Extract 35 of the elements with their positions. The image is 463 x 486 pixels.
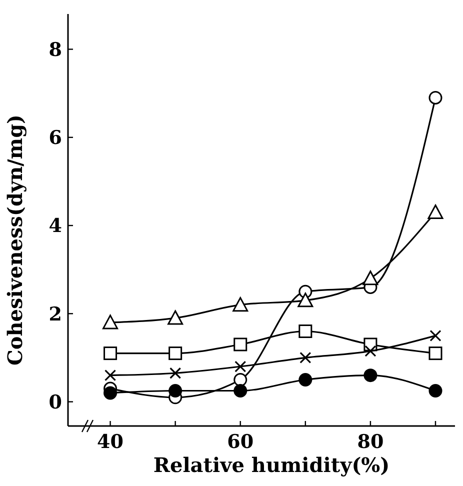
point: [428, 346, 442, 360]
point: [102, 314, 118, 330]
point: [234, 384, 248, 398]
x-axis-title: Relative humidity(%): [153, 453, 390, 477]
point: [364, 345, 376, 357]
point: [232, 297, 248, 312]
y-tick-label: 0: [48, 391, 62, 414]
point: [234, 360, 246, 372]
point: [104, 386, 118, 400]
point: [300, 352, 312, 364]
point: [234, 338, 248, 352]
y-tick-label: 6: [48, 127, 62, 150]
point: [168, 384, 182, 398]
point: [104, 370, 116, 382]
y-tick-label: 4: [48, 215, 62, 238]
y-tick-label: 8: [48, 38, 62, 61]
point: [298, 324, 312, 338]
point: [168, 346, 182, 360]
point: [234, 372, 248, 386]
x-tick-label: 60: [227, 431, 254, 453]
x-tick-label: 80: [357, 431, 384, 453]
y-tick-label: 2: [48, 303, 62, 326]
y-axis-title: Cohesiveness(dyn/mg): [3, 114, 27, 366]
x-tick-label: 40: [97, 431, 124, 453]
point: [298, 292, 314, 308]
point: [298, 372, 312, 386]
point: [428, 90, 442, 104]
point: [364, 368, 378, 382]
point: [430, 330, 442, 342]
point: [428, 204, 444, 220]
point: [362, 270, 378, 286]
point: [428, 384, 442, 398]
point: [168, 310, 184, 325]
point: [104, 346, 118, 360]
point: [170, 367, 182, 379]
